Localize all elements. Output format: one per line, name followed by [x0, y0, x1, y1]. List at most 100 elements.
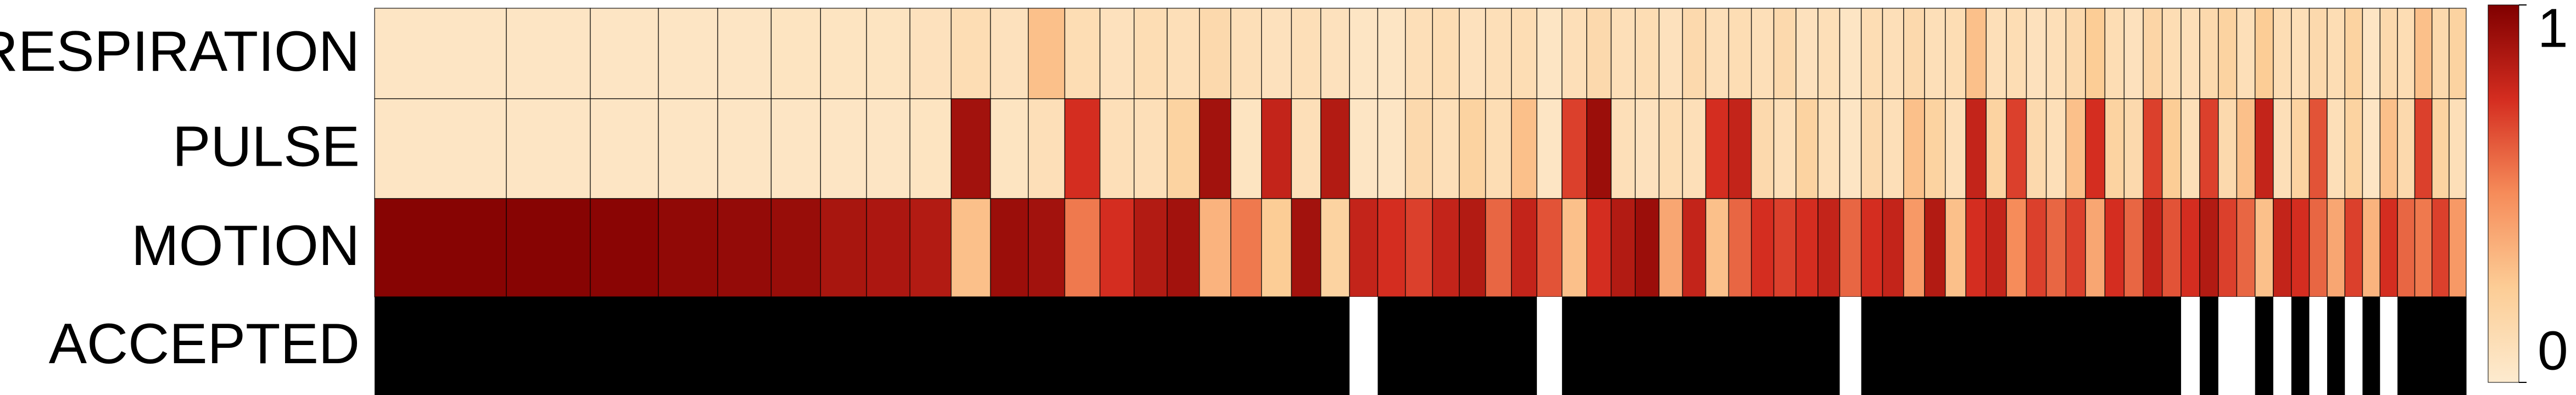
heatmap-cell [1924, 98, 1946, 199]
heatmap-cell [1064, 297, 1101, 395]
heatmap-cell [1536, 98, 1563, 199]
row-label: RESPIRATION [0, 20, 360, 83]
heatmap-cell [1198, 198, 1231, 297]
heatmap-cell [1099, 198, 1135, 297]
heatmap-cell [2026, 98, 2047, 199]
heatmap-cell [1966, 297, 1987, 395]
heatmap-cell [1635, 98, 1660, 199]
heatmap-cell [2199, 297, 2219, 395]
heatmap-cell [1903, 98, 1925, 199]
heatmap-cell [2432, 8, 2450, 99]
heatmap-cell [1796, 297, 1819, 395]
heatmap-cell [2344, 198, 2363, 297]
heatmap-cell [1860, 98, 1883, 199]
heatmap-cell [1485, 297, 1512, 395]
heatmap-cell [2290, 8, 2310, 99]
heatmap-cell [1658, 98, 1683, 199]
heatmap-cell [374, 198, 507, 297]
heatmap-cell [1817, 98, 1841, 199]
heatmap-cell [1291, 297, 1322, 395]
heatmap-cell [589, 8, 659, 99]
heatmap-cell [2045, 198, 2067, 297]
heatmap-cell [1728, 8, 1752, 99]
heatmap-cell [1349, 98, 1379, 199]
heatmap-cell [1751, 297, 1775, 395]
heatmap-cell [950, 98, 991, 199]
heatmap-cell [1291, 198, 1322, 297]
heatmap-cell [1511, 8, 1537, 99]
heatmap-cell [657, 198, 718, 297]
heatmap-cell [589, 98, 659, 199]
heatmap-cell [2104, 8, 2125, 99]
heatmap-cell [1459, 198, 1486, 297]
heatmap-cell [2085, 198, 2106, 297]
heatmap-cell [1817, 297, 1841, 395]
heatmap-cell [950, 198, 991, 297]
heatmap-cell [1485, 198, 1512, 297]
heatmap-cell [771, 8, 821, 99]
heatmap-cell [1100, 297, 1135, 395]
heatmap-cell [1882, 198, 1904, 297]
heatmap-cell [1658, 198, 1683, 297]
heatmap-cell [2236, 198, 2256, 297]
heatmap-cell [1230, 198, 1262, 297]
heatmap-cell [1028, 8, 1066, 99]
heatmap-cell [2255, 297, 2274, 395]
heatmap-cell [1261, 8, 1292, 99]
heatmap-cell [2327, 98, 2345, 199]
heatmap-cell [717, 8, 772, 99]
heatmap-cell [2161, 198, 2182, 297]
heatmap-cell [2449, 8, 2467, 99]
heatmap-cell [950, 8, 991, 99]
heatmap-cell [1028, 297, 1066, 395]
heatmap-cell [1537, 297, 1563, 395]
heatmap-cell [2273, 198, 2292, 297]
heatmap-cell [1965, 8, 1987, 99]
heatmap-cell [1610, 8, 1636, 99]
heatmap-cell [2362, 8, 2380, 99]
heatmap-cell [2254, 198, 2274, 297]
heatmap-cell [1134, 297, 1168, 395]
heatmap-cell [909, 8, 952, 99]
heatmap-cell [1986, 98, 2007, 199]
colorbar-tick-label: 1 [2538, 0, 2568, 59]
heatmap-cell [866, 198, 911, 297]
heatmap-cell [1882, 297, 1904, 395]
heatmap-cell [2181, 98, 2200, 199]
heatmap-cell [1729, 297, 1752, 395]
heatmap-cell [2162, 297, 2182, 395]
heatmap-cell [1882, 98, 1904, 199]
heatmap-cell [1635, 297, 1660, 395]
heatmap-cell [2123, 98, 2144, 199]
heatmap-cell [1261, 98, 1292, 199]
heatmap-cell [1682, 98, 1707, 199]
heatmap-cell [2086, 297, 2105, 395]
heatmap-cell [1536, 8, 1563, 99]
heatmap-cell [2273, 8, 2292, 99]
heatmap-cell [1404, 98, 1433, 199]
heatmap-cell [1378, 297, 1406, 395]
heatmap-cell [1198, 98, 1231, 199]
heatmap-cell [2397, 297, 2416, 395]
heatmap-cell [2236, 8, 2256, 99]
heatmap-cell [1682, 297, 1707, 395]
heatmap-cell [1705, 297, 1729, 395]
heatmap-cell [1635, 198, 1660, 297]
heatmap-cell [2379, 98, 2398, 199]
heatmap-cell [1965, 198, 1987, 297]
heatmap-cell [1432, 198, 1460, 297]
heatmap-cell [1903, 198, 1925, 297]
heatmap-cell [1924, 297, 1946, 395]
heatmap-cell [1562, 297, 1587, 395]
heatmap-cell [2105, 297, 2125, 395]
heatmap-cell [2104, 198, 2125, 297]
heatmap-cell [1882, 8, 1904, 99]
heatmap-cell [2344, 8, 2363, 99]
heatmap-cell [2309, 297, 2328, 395]
heatmap-cell [2327, 8, 2345, 99]
heatmap-cell [1944, 8, 1966, 99]
heatmap-cell [1586, 297, 1612, 395]
heatmap-cell [1965, 98, 1987, 199]
heatmap-cell [2273, 98, 2292, 199]
